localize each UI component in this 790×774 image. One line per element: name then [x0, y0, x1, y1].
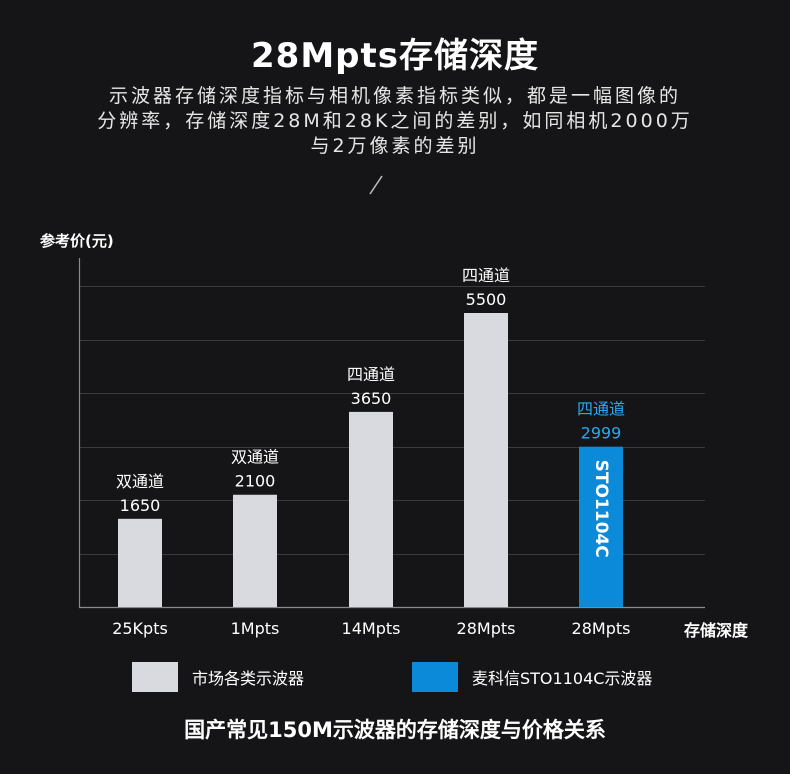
bar-value-label: 2100 [235, 472, 276, 491]
x-tick-label: 28Mpts [572, 619, 631, 638]
subtitle-line: 与2万像素的差别 [310, 135, 480, 157]
bar-chart: 参考价(元) 存储深度 1650 双通道 25Kpts 2100 双通道 1Mpts 3650 四… [40, 232, 749, 640]
bar-value-label: 3650 [351, 389, 392, 408]
legend-swatch-sto1104c [412, 662, 458, 692]
bar-channel-label: 四通道 [462, 266, 510, 285]
page-subtitle: 示波器存储深度指标与相机像素指标类似，都是一幅图像的 分辨率，存储深度28M和2… [70, 84, 720, 159]
bar-channel-label: 四通道 [347, 365, 395, 384]
subtitle-line: 示波器存储深度指标与相机像素指标类似，都是一幅图像的 [108, 85, 681, 107]
subtitle-line: 分辨率，存储深度28M和28K之间的差别，如同相机2000万 [97, 110, 693, 132]
bar-channel-label: 双通道 [116, 472, 164, 491]
page-title: 28Mpts存储深度 [251, 36, 539, 76]
x-tick-label: 14Mpts [342, 619, 401, 638]
legend-swatch-market [132, 662, 178, 692]
legend-label-market: 市场各类示波器 [192, 669, 305, 688]
x-tick-label: 28Mpts [457, 619, 516, 638]
bar-value-label: 1650 [120, 496, 161, 515]
chart-caption: 国产常见150M示波器的存储深度与价格关系 [184, 718, 606, 742]
bar-channel-label: 四通道 [577, 400, 625, 419]
x-tick-label: 1Mpts [231, 619, 280, 638]
legend-item-market: 市场各类示波器 [132, 662, 304, 692]
legend-item-sto1104c: 麦科信STO1104C示波器 [412, 662, 652, 692]
x-axis-label: 存储深度 [684, 621, 749, 640]
bar-channel-label: 双通道 [231, 448, 279, 467]
bar-model-label: STO1104C [591, 460, 611, 558]
bar-market [118, 518, 162, 607]
bar-market [233, 494, 277, 607]
bar-sto1104c [579, 446, 623, 607]
bar-market [349, 411, 393, 607]
bar-value-label: 2999 [581, 424, 622, 443]
bar-value-label: 5500 [466, 290, 507, 309]
legend-label-sto1104c: 麦科信STO1104C示波器 [472, 669, 653, 688]
bar-market [464, 313, 508, 607]
y-axis-label: 参考价(元) [40, 232, 114, 250]
slash-decoration-icon [369, 175, 383, 195]
x-tick-label: 25Kpts [112, 619, 168, 638]
